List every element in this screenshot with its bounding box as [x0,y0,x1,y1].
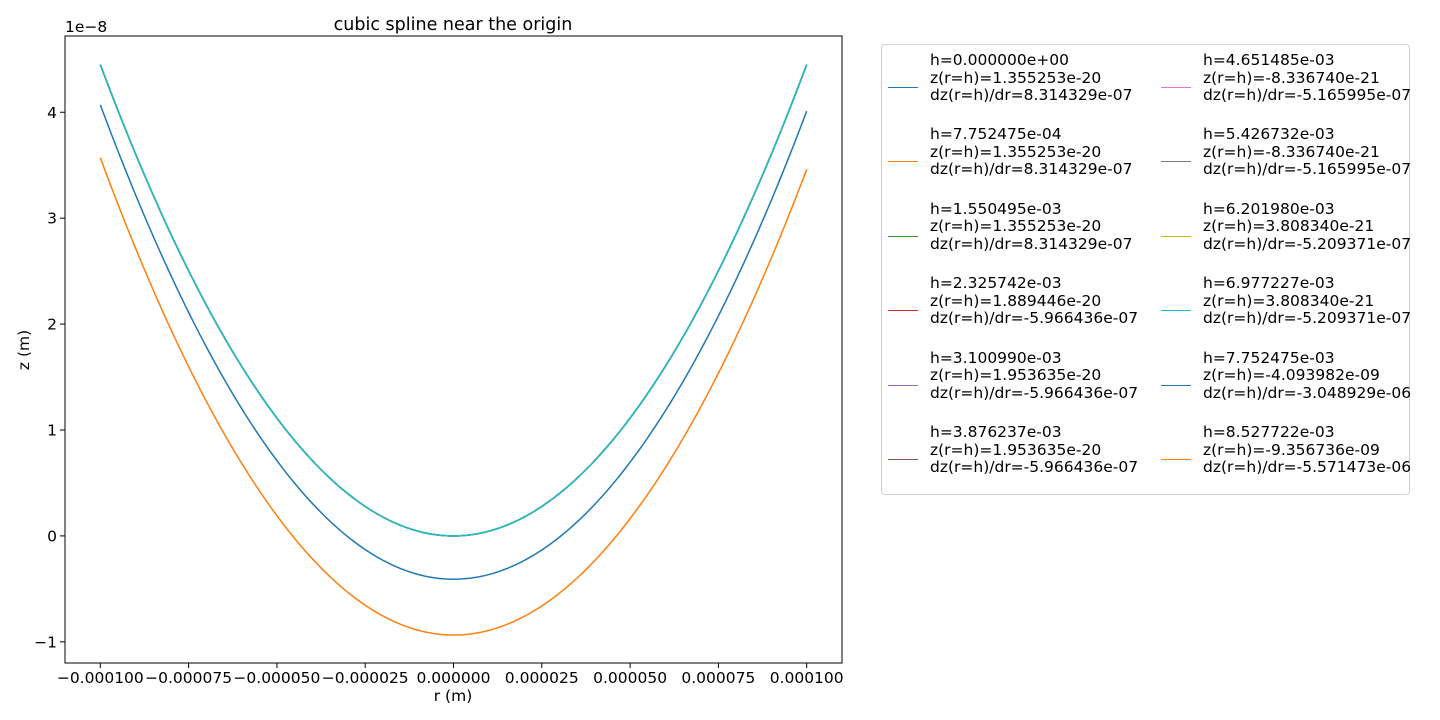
series-line-10 [99,64,808,537]
plot-area [65,36,842,663]
x-tick-label: −0.000025 [322,669,409,687]
x-tick-label: 0.000050 [593,669,667,687]
y-tick-label: 4 [47,104,57,122]
y-tick-label: 3 [47,210,57,228]
legend-label: h=5.426732e-03 z(r=h)=-8.336740e-21 dz(r… [1203,125,1412,179]
legend-label: h=3.100990e-03 z(r=h)=1.953635e-20 dz(r=… [930,348,1139,402]
x-axis-label: r (m) [434,687,473,705]
legend-item: h=1.550495e-03 z(r=h)=1.355253e-20 dz(r=… [882,198,1132,252]
legend-item: h=7.752475e-04 z(r=h)=1.355253e-20 dz(r=… [882,123,1133,179]
legend-swatch [888,459,918,460]
legend-swatch [1161,87,1191,88]
series-line-12 [99,157,808,636]
series-line-11 [99,104,808,580]
legend-label: h=3.876237e-03 z(r=h)=1.953635e-20 dz(r=… [930,423,1139,476]
legend-item: h=6.977227e-03 z(r=h)=3.808340e-21 dz(r=… [1155,272,1411,327]
legend-item: h=4.651485e-03 z(r=h)=-8.336740e-21 dz(r… [1155,49,1411,104]
legend-swatch [888,310,918,312]
y-tick-label: −1 [34,633,57,651]
x-tick-label: 0.000000 [417,669,491,687]
legend-label: h=6.201980e-03 z(r=h)=3.808340e-21 dz(r=… [1203,199,1412,253]
legend-swatch [888,384,918,386]
legend-item: h=5.426732e-03 z(r=h)=-8.336740e-21 dz(r… [1155,123,1411,178]
legend-label: h=6.977227e-03 z(r=h)=3.808340e-21 dz(r=… [1203,274,1412,328]
legend-swatch [1161,384,1191,386]
legend-item: h=0.000000e+00 z(r=h)=1.355253e-20 dz(r=… [882,49,1133,104]
legend-item: h=2.325742e-03 z(r=h)=1.889446e-20 dz(r=… [882,272,1138,327]
legend: h=0.000000e+00 z(r=h)=1.355253e-20 dz(r=… [881,44,1411,495]
x-tick-label: 0.000075 [681,669,755,687]
legend-item: h=3.100990e-03 z(r=h)=1.953635e-20 dz(r=… [882,347,1138,401]
x-tick-label: 0.000025 [505,669,579,687]
legend-item: h=3.876237e-03 z(r=h)=1.953635e-20 dz(r=… [882,421,1138,476]
legend-swatch [888,87,918,88]
legend-swatch [1161,235,1191,237]
y-axis-ticks: −1 0 1 2 3 4 [34,104,65,651]
legend-item: h=7.752475e-03 z(r=h)=-4.093982e-09 dz(r… [1155,347,1411,401]
legend-swatch [888,161,918,163]
legend-label: h=7.752475e-03 z(r=h)=-4.093982e-09 dz(r… [1203,348,1412,402]
y-tick-label: 0 [47,527,57,545]
legend-label: h=4.651485e-03 z(r=h)=-8.336740e-21 dz(r… [1203,51,1412,104]
x-tick-label: −0.000100 [57,669,144,687]
x-tick-label: −0.000050 [233,669,320,687]
series-layer [99,64,808,636]
y-axis-label: z (m) [15,330,33,370]
legend-label: h=2.325742e-03 z(r=h)=1.889446e-20 dz(r=… [930,274,1139,328]
x-tick-label: 0.000100 [770,669,844,687]
y-tick-label: 1 [47,421,57,439]
chart-title: cubic spline near the origin [334,15,573,35]
legend-label: h=7.752475e-04 z(r=h)=1.355253e-20 dz(r=… [930,125,1133,179]
legend-label: h=8.527722e-03 z(r=h)=-9.356736e-09 dz(r… [1203,423,1412,476]
legend-label: h=1.550495e-03 z(r=h)=1.355253e-20 dz(r=… [930,199,1133,253]
legend-item: h=8.527722e-03 z(r=h)=-9.356736e-09 dz(r… [1155,421,1411,476]
y-axis-offset-text: 1e−8 [65,18,107,36]
x-tick-label: −0.000075 [145,669,232,687]
legend-swatch [1161,459,1191,460]
legend-item: h=6.201980e-03 z(r=h)=3.808340e-21 dz(r=… [1155,198,1411,252]
legend-label: h=0.000000e+00 z(r=h)=1.355253e-20 dz(r=… [930,51,1133,104]
legend-swatch [1161,161,1191,163]
legend-swatch [1161,310,1191,312]
y-tick-label: 2 [47,316,57,334]
x-axis-ticks: −0.000100 −0.000075 −0.000050 −0.000025 0.00… [57,663,844,687]
legend-swatch [888,235,918,237]
